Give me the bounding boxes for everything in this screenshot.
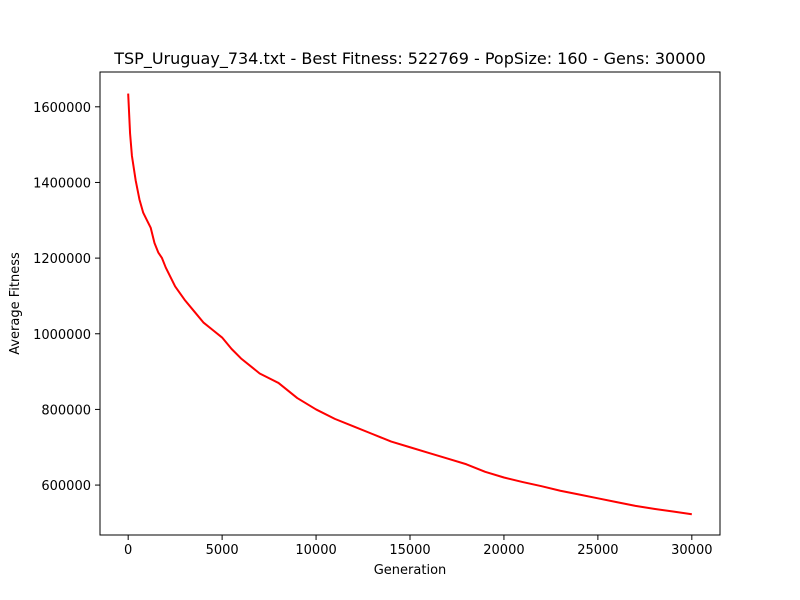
chart-title: TSP_Uruguay_734.txt - Best Fitness: 5227… xyxy=(113,49,706,69)
y-tick-label: 1400000 xyxy=(33,176,91,191)
x-tick-label: 30000 xyxy=(671,543,712,558)
y-axis-label: Average Fitness xyxy=(8,252,23,355)
y-tick-label: 1600000 xyxy=(33,101,91,116)
y-tick-label: 800000 xyxy=(41,403,91,418)
x-axis-ticks: 0 5000 10000 15000 20000 25000 30000 xyxy=(124,535,712,558)
y-tick-label: 1000000 xyxy=(33,328,91,343)
y-tick-label: 600000 xyxy=(41,479,91,494)
y-tick-label: 1200000 xyxy=(33,252,91,267)
x-tick-label: 0 xyxy=(124,543,132,558)
x-tick-label: 20000 xyxy=(483,543,524,558)
x-tick-label: 10000 xyxy=(295,543,336,558)
series-line-0 xyxy=(127,93,692,516)
series-layer xyxy=(127,93,692,516)
y-axis-ticks: 600000 800000 1000000 1200000 1400000 1600000 xyxy=(33,101,100,494)
x-tick-label: 25000 xyxy=(577,543,618,558)
x-tick-label: 15000 xyxy=(389,543,430,558)
x-axis-label: Generation xyxy=(374,563,447,578)
x-tick-label: 5000 xyxy=(206,543,239,558)
